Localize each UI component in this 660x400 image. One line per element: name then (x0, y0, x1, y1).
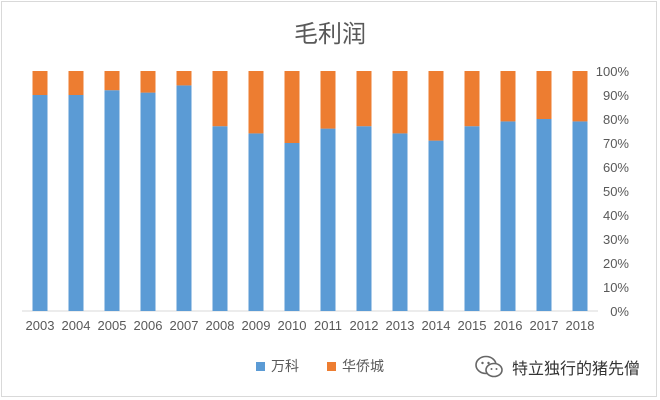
x-tick-label-2008: 2008 (206, 318, 235, 333)
bar-series-0-2010 (284, 143, 300, 311)
x-tick-label-2016: 2016 (494, 318, 523, 333)
bar-series-0-2006 (140, 92, 156, 311)
x-tick-label-2006: 2006 (134, 318, 163, 333)
bar-series-0-2008 (212, 126, 228, 311)
legend: 万科 华侨城 (256, 356, 384, 376)
chart-title: 毛利润 (294, 20, 366, 48)
legend-label-series-1: 华侨城 (342, 359, 384, 375)
x-tick-label-2018: 2018 (566, 318, 595, 333)
y-tick-label-20pct: 20% (603, 256, 629, 271)
legend-label-series-0: 万科 (271, 359, 299, 375)
bar-series-0-2009 (248, 133, 264, 311)
x-tick-label-2011: 2011 (314, 318, 342, 333)
bar-series-0-2011 (320, 128, 336, 311)
x-tick-label-2003: 2003 (26, 318, 55, 333)
legend-swatch-series-1 (327, 361, 336, 371)
x-tick-label-2015: 2015 (458, 318, 487, 333)
bar-series-0-2018 (572, 121, 588, 312)
x-tick-label-2004: 2004 (62, 318, 91, 333)
legend-item-series-0: 万科 (256, 356, 299, 376)
bar-series-1-2013 (392, 71, 408, 134)
bar-series-1-2007 (176, 71, 192, 86)
x-tick-label-2007: 2007 (170, 318, 199, 333)
bar-series-0-2016 (500, 121, 516, 312)
bar-series-1-2009 (248, 71, 264, 134)
bar-series-1-2004 (68, 71, 84, 95)
bar-series-0-2012 (356, 126, 372, 311)
bar-series-1-2008 (212, 71, 228, 127)
bar-series-1-2006 (140, 71, 156, 93)
wechat-icon (475, 355, 503, 378)
bar-series-0-2004 (68, 95, 84, 311)
y-tick-label-60pct: 60% (603, 160, 629, 175)
bar-series-0-2017 (536, 119, 552, 311)
y-tick-label-90pct: 90% (603, 88, 629, 103)
bar-series-0-2013 (392, 133, 408, 311)
x-tick-label-2017: 2017 (530, 318, 559, 333)
bar-series-1-2016 (500, 71, 516, 122)
y-tick-label-70pct: 70% (603, 136, 629, 151)
y-tick-label-40pct: 40% (603, 208, 629, 223)
bar-series-0-2015 (464, 126, 480, 311)
legend-swatch-series-0 (256, 361, 265, 371)
bar-series-0-2003 (32, 95, 48, 311)
y-tick-label-0pct: 0% (610, 304, 629, 319)
bar-series-1-2005 (104, 71, 120, 91)
y-tick-label-80pct: 80% (603, 112, 629, 127)
y-tick-label-30pct: 30% (603, 232, 629, 247)
bar-series-0-2014 (428, 140, 444, 311)
bar-series-1-2010 (284, 71, 300, 143)
bar-series-1-2014 (428, 71, 444, 141)
bar-series-1-2011 (320, 71, 336, 129)
x-tick-label-2014: 2014 (422, 318, 451, 333)
watermark-text: 特立独行的猪先僧 (512, 359, 641, 378)
y-tick-label-10pct: 10% (603, 280, 629, 295)
watermark: 特立独行的猪先僧 (474, 354, 640, 380)
bar-series-1-2018 (572, 71, 588, 122)
x-tick-label-2012: 2012 (350, 318, 379, 333)
x-tick-label-2005: 2005 (98, 318, 127, 333)
bar-series-0-2005 (104, 90, 120, 311)
bar-series-1-2003 (32, 71, 48, 95)
bar-series-1-2017 (536, 71, 552, 119)
x-tick-label-2009: 2009 (242, 318, 271, 333)
legend-item-series-1: 华侨城 (327, 356, 384, 376)
x-tick-label-2010: 2010 (278, 318, 307, 333)
bar-series-0-2007 (176, 85, 192, 312)
y-tick-label-100pct: 100% (596, 64, 630, 79)
bar-series-1-2012 (356, 71, 372, 127)
y-tick-label-50pct: 50% (603, 184, 629, 199)
x-tick-label-2013: 2013 (386, 318, 415, 333)
bar-series-1-2015 (464, 71, 480, 127)
